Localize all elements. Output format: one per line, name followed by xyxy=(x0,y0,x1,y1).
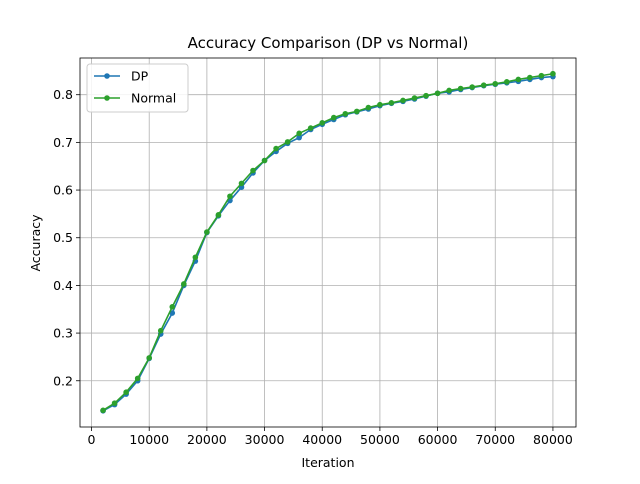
y-tick-label: 0.5 xyxy=(53,230,73,245)
x-tick-label: 50000 xyxy=(360,432,400,447)
dp-legend-label: DP xyxy=(131,69,149,84)
normal-data-point xyxy=(377,101,383,108)
normal-data-point xyxy=(342,110,349,117)
x-tick-label: 30000 xyxy=(245,432,285,447)
normal-data-point xyxy=(169,304,176,310)
normal-data-point xyxy=(492,80,499,87)
x-tick-label: 70000 xyxy=(475,432,515,447)
normal-data-point xyxy=(273,145,279,152)
axes-layer: 0 10000 20000 30000 40000 50000 60000 70000 8000… xyxy=(53,57,577,447)
normal-data-point xyxy=(538,72,545,79)
normal-data-point xyxy=(423,92,429,99)
normal-data-point xyxy=(261,157,268,164)
chart-title: Accuracy Comparison (DP vs Normal) xyxy=(188,34,469,52)
normal-data-point xyxy=(388,100,395,106)
x-tick-label: 60000 xyxy=(418,432,458,447)
normal-data-point xyxy=(330,114,337,121)
normal-data-point xyxy=(354,108,360,115)
series-layer xyxy=(100,70,556,414)
dp-data-point xyxy=(169,310,176,316)
x-tick-label: 20000 xyxy=(187,432,227,447)
x-tick-label: 40000 xyxy=(302,432,342,447)
y-tick-label: 0.3 xyxy=(53,326,73,341)
normal-data-point xyxy=(238,180,245,187)
normal-data-point xyxy=(307,125,314,131)
normal-data-point xyxy=(400,97,406,104)
y-tick-label: 0.6 xyxy=(53,183,73,198)
y-tick-label: 0.7 xyxy=(53,135,73,150)
normal-data-point xyxy=(123,389,129,395)
normal-data-point xyxy=(446,87,452,94)
y-tick-label: 0.8 xyxy=(53,87,73,102)
normal-data-point xyxy=(227,193,233,200)
normal-data-point xyxy=(134,375,141,382)
dp-data-point xyxy=(296,134,302,141)
normal-data-point xyxy=(215,212,222,218)
normal-data-point xyxy=(480,82,487,88)
plot-frame xyxy=(79,57,577,428)
x-tick-label: 0 xyxy=(88,432,96,447)
normal-data-point xyxy=(457,85,464,92)
normal-data-point xyxy=(181,281,187,287)
normal-data-point xyxy=(469,84,475,90)
legend: DP Normal xyxy=(86,63,189,113)
normal-data-point xyxy=(503,79,510,85)
dp-legend-marker xyxy=(104,73,110,79)
normal-series-line xyxy=(102,72,554,412)
normal-data-point xyxy=(284,139,291,145)
x-tick-label: 80000 xyxy=(533,432,573,447)
normal-legend-marker xyxy=(104,95,110,101)
normal-data-point xyxy=(204,229,210,235)
grid-layer xyxy=(80,58,576,427)
y-axis-title: Accuracy xyxy=(28,214,43,272)
normal-data-point xyxy=(192,254,199,261)
x-tick-label: 10000 xyxy=(129,432,169,447)
normal-data-point xyxy=(146,355,153,361)
normal-data-point xyxy=(434,90,441,97)
y-tick-label: 0.4 xyxy=(53,278,73,293)
normal-data-point xyxy=(250,167,256,174)
y-tick-label: 0.2 xyxy=(53,373,73,388)
normal-data-point xyxy=(515,76,522,83)
normal-data-point xyxy=(157,327,164,334)
normal-data-point xyxy=(365,104,372,111)
normal-data-point xyxy=(100,407,106,414)
normal-data-point xyxy=(111,400,118,406)
normal-data-point xyxy=(411,95,418,101)
x-axis-title: Iteration xyxy=(301,455,354,470)
normal-data-point xyxy=(296,130,302,137)
normal-data-point xyxy=(527,74,533,81)
normal-data-point xyxy=(550,70,556,77)
normal-legend-label: Normal xyxy=(131,91,176,106)
normal-data-point xyxy=(319,120,326,126)
